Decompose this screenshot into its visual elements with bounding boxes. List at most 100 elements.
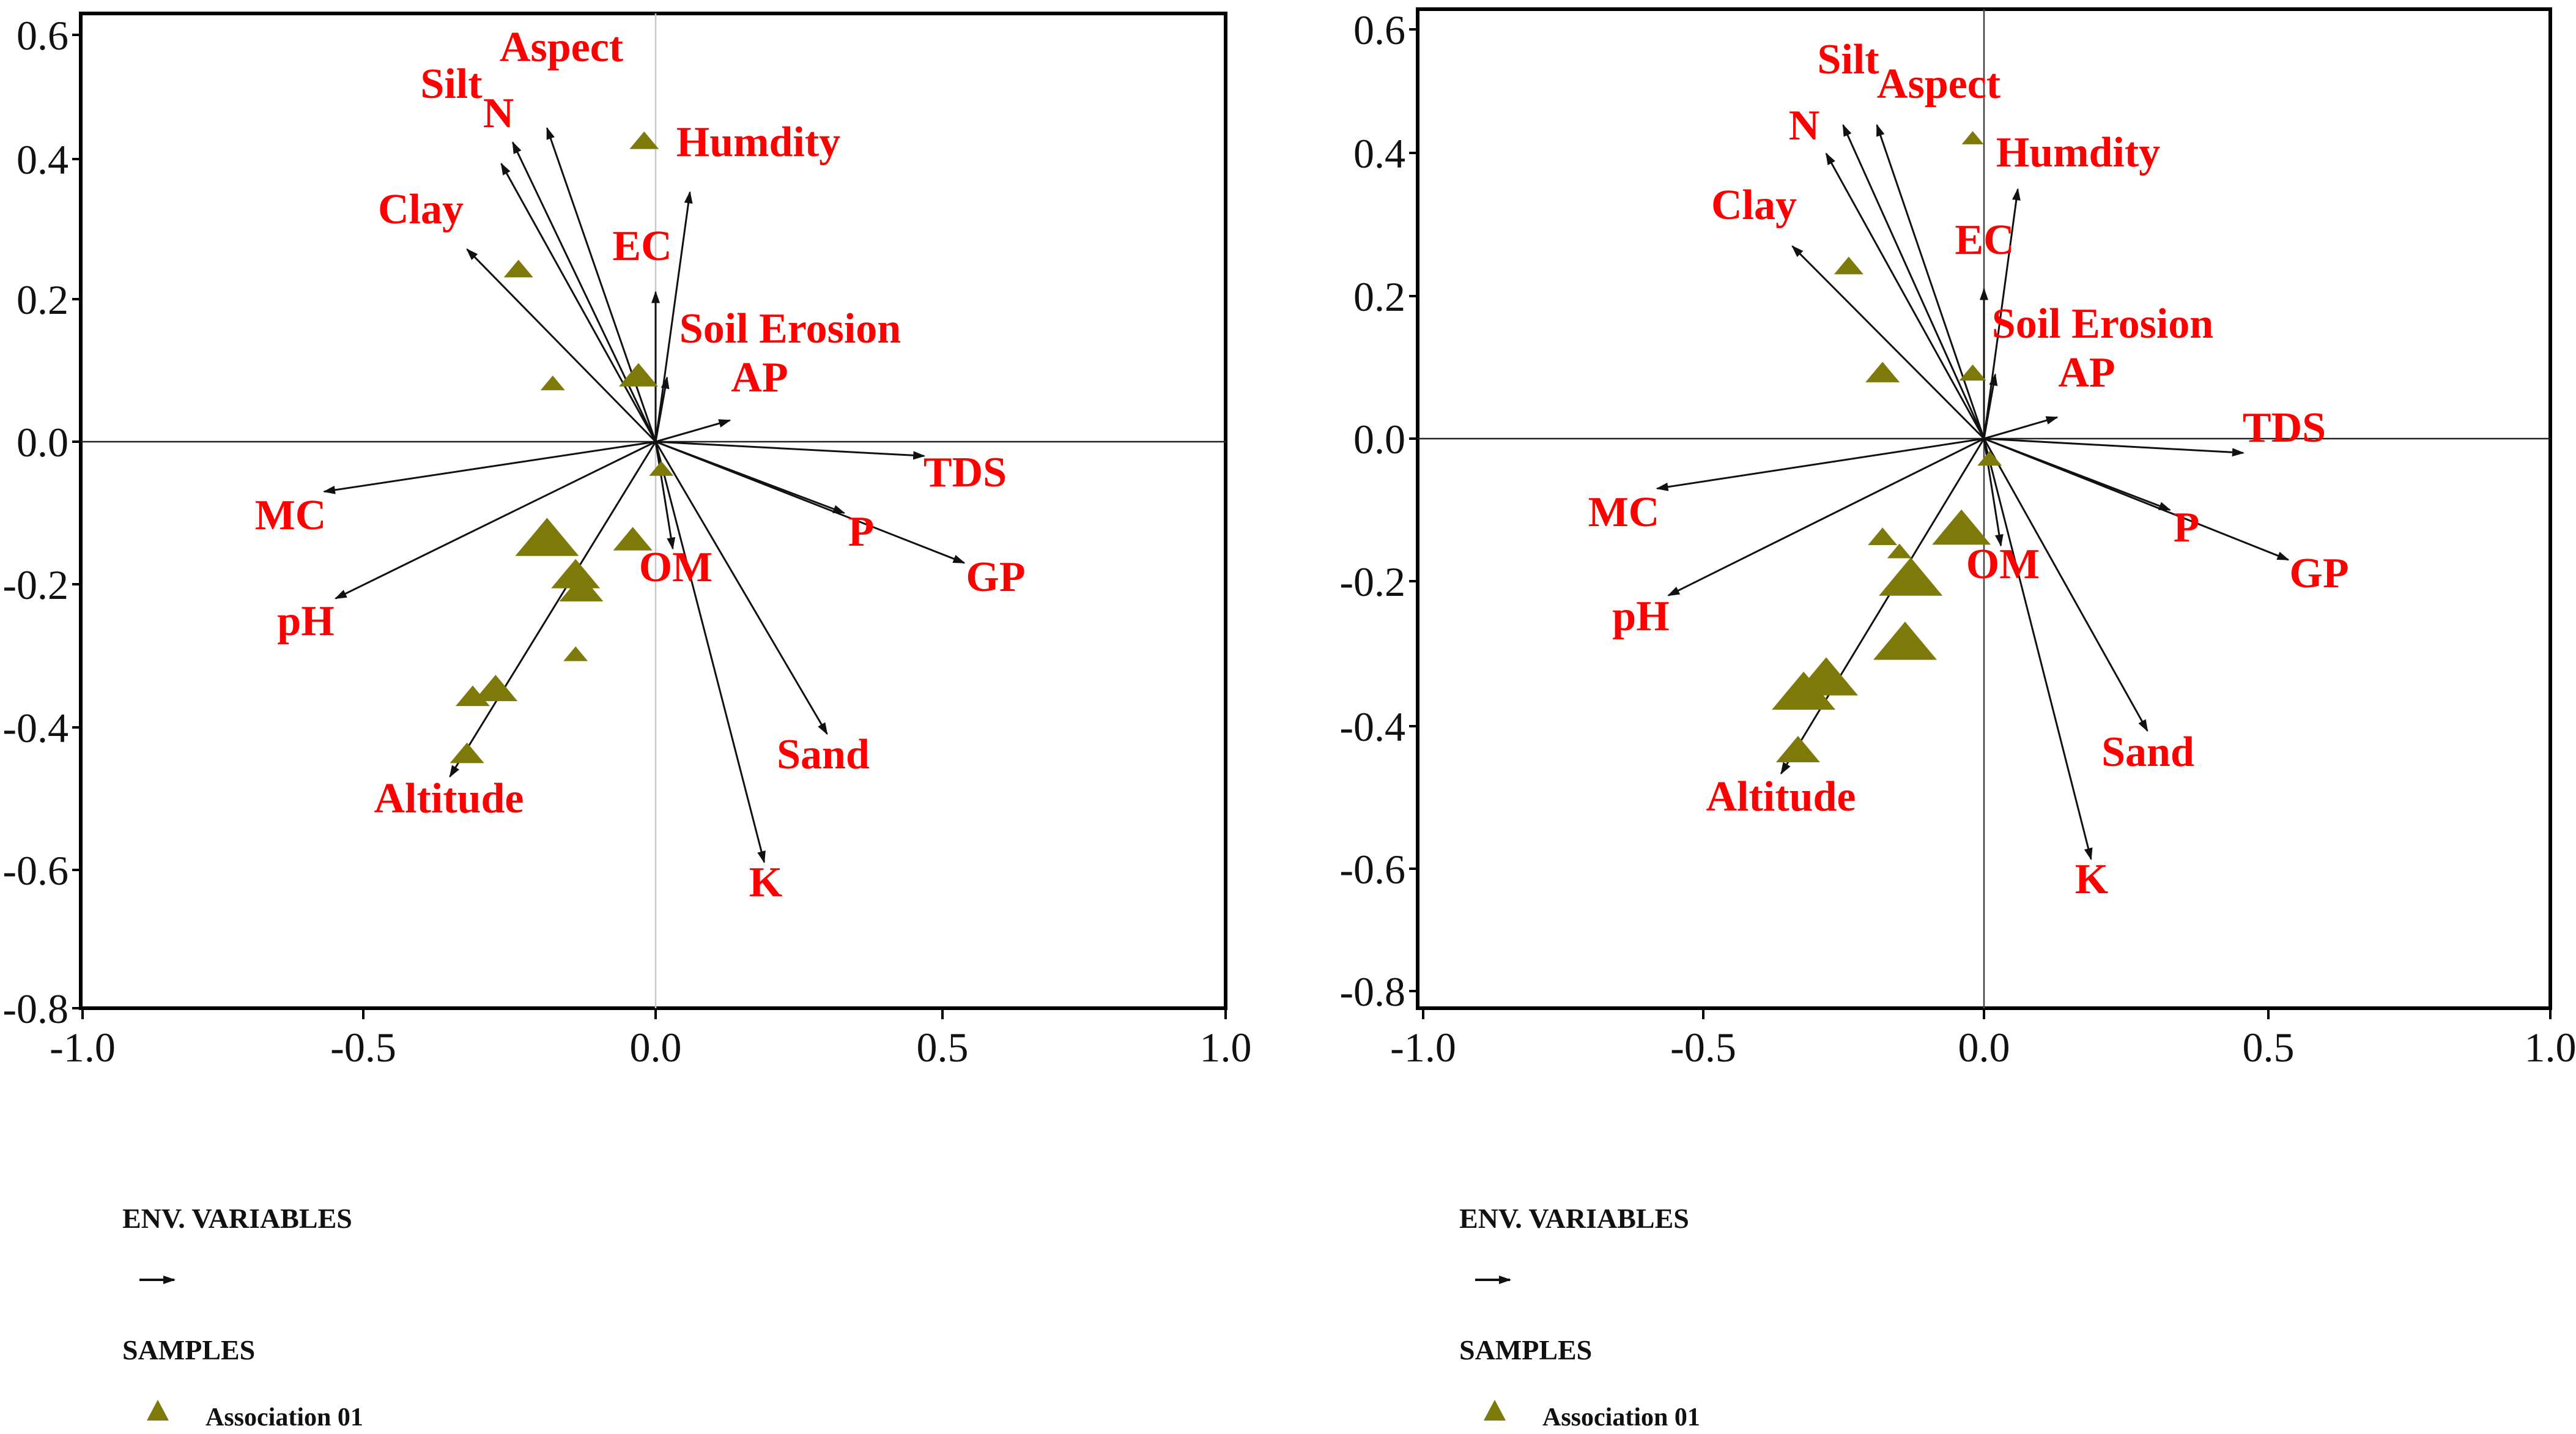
env-label-aspect: Aspect (1877, 61, 2000, 108)
env-label-tds: TDS (923, 449, 1007, 496)
legend-env-title: ENV. VARIABLES (1459, 1203, 1689, 1234)
env-arrow-n (500, 162, 657, 442)
sample-marker (455, 685, 490, 707)
x-tick-label: -0.5 (1670, 1024, 1736, 1071)
env-arrow-humdity (654, 191, 693, 442)
sample-marker (1865, 362, 1900, 382)
env-label-gp: GP (2289, 550, 2348, 597)
sample-marker (1834, 256, 1864, 275)
x-tick-label: 0.0 (630, 1024, 682, 1071)
biplot-chart-left: -1.0 -0.5 0.0 0.5 1.0 0.6 0.4 0.2 0.0 -0.2 -0.4 -0.… (2, 12, 1252, 1071)
legend-triangle-icon (147, 1400, 169, 1421)
x-tick-label: 1.0 (1200, 1024, 1252, 1071)
env-label-aspect: Aspect (500, 24, 623, 71)
x-tick-label: -1.0 (50, 1024, 116, 1071)
y-tick-label: -0.8 (2, 986, 68, 1032)
sample-marker (503, 259, 533, 278)
sample-marker (473, 674, 518, 702)
sample-marker (1775, 735, 1820, 763)
x-tick-label: 0.5 (917, 1024, 969, 1071)
env-label-sand: Sand (2101, 729, 2194, 776)
y-tick-label: -0.2 (1339, 559, 1405, 605)
y-tick-label: 0.0 (17, 419, 68, 466)
y-tick-label: 0.0 (1353, 416, 1405, 463)
y-tick-label: -0.4 (2, 705, 68, 751)
x-tick-label: 0.0 (1958, 1024, 2010, 1071)
x-tick-label: 1.0 (2525, 1024, 2576, 1071)
env-arrow-soil-erosion (1983, 373, 1998, 439)
env-arrow-ph (1667, 437, 1985, 596)
env-label-tds: TDS (2243, 404, 2326, 451)
y-tick-label: -0.4 (1339, 704, 1405, 750)
y-tick-label: 0.6 (17, 12, 68, 59)
env-arrow-altitude (449, 441, 657, 778)
y-tick-label: 0.6 (1353, 7, 1405, 53)
env-arrow-aspect (1876, 124, 1985, 439)
env-arrow-clay (466, 248, 657, 443)
legend-env-title: ENV. VARIABLES (122, 1203, 352, 1234)
env-arrow-om (654, 441, 676, 550)
env-arrow-silt (512, 141, 657, 442)
x-tick-label: 0.5 (2243, 1024, 2295, 1071)
env-arrow-gp (1983, 437, 2290, 561)
sample-marker (1887, 543, 1912, 559)
env-arrow-clay (1791, 245, 1985, 440)
env-label-ec: EC (612, 223, 672, 270)
env-arrow-ap (1983, 416, 2059, 440)
sample-marker (1932, 509, 1991, 545)
env-label-silt: Silt (420, 61, 482, 108)
y-tick-label: 0.4 (1353, 130, 1405, 177)
env-label-ec: EC (1955, 217, 2014, 264)
env-arrow-k (654, 441, 766, 864)
env-label-altitude: Altitude (1706, 773, 1856, 820)
env-label-k: K (2075, 856, 2108, 903)
sample-marker (551, 559, 601, 589)
env-arrow-altitude (1780, 438, 1985, 775)
env-arrow-ap (655, 419, 731, 443)
env-label-n: N (483, 90, 514, 137)
env-arrow-mc (1656, 437, 1985, 491)
env-label-soil-erosion: Soil Erosion (1992, 300, 2213, 347)
sample-marker (559, 574, 604, 602)
sample-marker (450, 742, 484, 763)
env-arrow-k (1983, 438, 2093, 861)
sample-marker (649, 461, 674, 476)
y-tick-label: 0.2 (1353, 273, 1405, 320)
env-arrow-mc (323, 440, 656, 494)
y-tick-label: 0.4 (17, 136, 68, 183)
sample-marker (1772, 671, 1836, 710)
legend-samples-title: SAMPLES (1459, 1334, 1592, 1365)
env-label-mc: MC (255, 492, 327, 539)
legend-right: ENV. VARIABLES SAMPLES Association 01 (1459, 1203, 1700, 1432)
env-label-p: P (2174, 504, 2200, 551)
sample-marker (629, 131, 659, 149)
sample-marker (1977, 451, 2002, 466)
env-arrow-aspect (546, 127, 657, 442)
env-label-om: OM (1966, 541, 2040, 588)
legend-left: ENV. VARIABLES SAMPLES Association 01 (122, 1203, 363, 1432)
y-tick-label: -0.6 (1339, 846, 1405, 893)
env-label-humdity: Humdity (676, 119, 840, 166)
legend-triangle-icon (1484, 1400, 1506, 1421)
sample-marker (1879, 557, 1943, 596)
env-label-ph: pH (1612, 593, 1669, 640)
x-tick-label: -0.5 (330, 1024, 396, 1071)
legend-sample-label: Association 01 (205, 1403, 363, 1432)
env-label-mc: MC (1588, 489, 1660, 536)
env-label-ph: pH (277, 598, 334, 645)
y-tick-label: -0.6 (2, 847, 68, 894)
env-arrow-tds (1983, 437, 2245, 457)
sample-marker (613, 527, 653, 551)
sample-marker (540, 375, 565, 390)
sample-marker (1959, 364, 1986, 381)
env-arrow-tds (655, 440, 926, 460)
sample-marker (1868, 527, 1898, 546)
env-label-om: OM (639, 544, 713, 591)
env-arrow-sand (654, 441, 828, 735)
env-arrow-ph (334, 440, 656, 600)
env-label-k: K (749, 859, 782, 906)
env-arrow-humdity (1983, 188, 2021, 439)
sample-marker (563, 646, 588, 661)
env-arrow-silt (1842, 124, 1985, 439)
